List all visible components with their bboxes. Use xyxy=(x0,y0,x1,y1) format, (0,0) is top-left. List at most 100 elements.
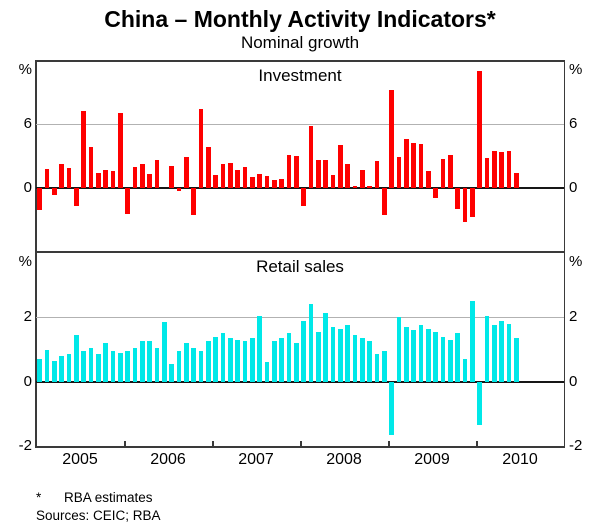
investment-bar xyxy=(389,89,394,188)
investment-bar xyxy=(169,165,174,188)
investment-bar xyxy=(147,173,152,188)
investment-bar xyxy=(198,108,204,188)
investment-bar xyxy=(367,185,372,188)
chart-subtitle: Nominal growth xyxy=(240,33,360,52)
investment-bar xyxy=(59,164,64,188)
y-tick-label: 0 xyxy=(23,178,32,196)
investment-bar xyxy=(411,143,416,188)
y-tick-label: 2 xyxy=(23,308,32,326)
retail-sales-bar xyxy=(433,331,438,382)
retail-sales-bar xyxy=(470,301,475,382)
investment-bar xyxy=(250,177,255,188)
investment-bar xyxy=(52,187,57,196)
retail-sales-bar xyxy=(88,347,94,382)
investment-bar xyxy=(228,163,233,188)
retail-sales-bar xyxy=(132,347,138,382)
x-year-label: 2009 xyxy=(414,451,450,468)
retail-sales-bar xyxy=(338,328,343,382)
retail-sales-bar xyxy=(279,338,284,382)
investment-bar xyxy=(242,166,248,188)
y-tick-label: 6 xyxy=(569,115,578,133)
x-year-label: 2006 xyxy=(150,451,186,468)
retail-sales-bar xyxy=(264,362,270,382)
x-year-label: 2005 xyxy=(62,451,98,468)
retail-sales-bar xyxy=(301,320,306,382)
retail-sales-bar xyxy=(323,312,328,382)
y-tick-label: 2 xyxy=(569,308,578,326)
retail-sales-bar xyxy=(286,333,292,382)
investment-bar xyxy=(499,151,504,188)
investment-bar xyxy=(360,169,365,188)
investment-bar xyxy=(506,150,512,188)
panel-separator xyxy=(35,251,565,253)
investment-bar xyxy=(44,168,50,188)
retail-sales-bar xyxy=(81,351,86,382)
retail-sales-bar xyxy=(118,352,123,382)
investment-bar xyxy=(455,187,460,209)
y-tick-label: -2 xyxy=(18,437,32,454)
investment-bar xyxy=(110,170,116,188)
investment-bar xyxy=(374,161,380,188)
investment-bar xyxy=(88,146,94,188)
investment-bar xyxy=(470,187,475,218)
investment-bar xyxy=(272,180,277,188)
investment-bar xyxy=(176,187,182,191)
investment-bar xyxy=(330,175,336,188)
retail-sales-bar xyxy=(147,341,152,382)
investment-bar xyxy=(448,154,453,188)
retail-sales-bar xyxy=(396,317,402,382)
investment-bar xyxy=(352,185,358,188)
x-axis-tick xyxy=(212,441,214,446)
zero-line xyxy=(36,380,564,383)
x-axis-tick xyxy=(300,441,302,446)
retail-sales-bar xyxy=(154,347,160,382)
y-tick-label: 0 xyxy=(569,178,578,196)
investment-bar xyxy=(462,187,468,223)
investment-bar xyxy=(440,159,446,188)
retail-sales-bar xyxy=(184,343,189,382)
investment-bar xyxy=(140,164,145,188)
sources-line: Sources: CEIC; RBA xyxy=(36,508,161,523)
investment-bar xyxy=(206,146,211,188)
investment-bar xyxy=(338,145,343,188)
retail-sales-bar xyxy=(213,336,218,382)
retail-sales-bar xyxy=(360,338,365,382)
footnote-text: RBA estimates xyxy=(64,490,153,505)
investment-bar xyxy=(103,169,108,188)
footnote-marker: * xyxy=(36,490,42,505)
retail-sales-bar xyxy=(411,330,416,382)
retail-sales-bar xyxy=(382,351,387,382)
investment-bar xyxy=(433,187,438,199)
retail-sales-bar xyxy=(374,354,380,382)
chart-title: China – Monthly Activity Indicators* xyxy=(104,6,496,32)
investment-bar xyxy=(257,173,262,188)
retail-sales-bar xyxy=(426,328,431,382)
investment-bar xyxy=(316,160,321,188)
retail-sales-bar xyxy=(448,339,453,382)
retail-sales-bar xyxy=(198,351,204,382)
investment-bar xyxy=(477,70,482,188)
panel-title-retail-sales: Retail sales xyxy=(256,257,344,276)
retail-sales-bar xyxy=(74,335,79,382)
retail-sales-bar xyxy=(477,381,482,426)
retail-sales-bar xyxy=(228,338,233,382)
retail-sales-bar xyxy=(110,351,116,382)
retail-sales-bar xyxy=(440,336,446,382)
investment-bar xyxy=(213,175,218,188)
investment-bar xyxy=(81,110,86,188)
retail-sales-bar xyxy=(506,323,512,382)
investment-bar xyxy=(294,156,299,188)
retail-sales-bar xyxy=(499,320,504,382)
investment-bar xyxy=(323,160,328,188)
plot-border-bottom xyxy=(35,446,565,448)
investment-bar xyxy=(345,164,350,188)
investment-bar xyxy=(286,154,292,188)
retail-sales-bar xyxy=(462,359,468,382)
retail-sales-bar xyxy=(345,325,350,382)
retail-sales-bar xyxy=(59,355,64,382)
y-axis-unit-label: % xyxy=(18,253,32,270)
y-tick-label: 0 xyxy=(569,372,578,390)
investment-bar xyxy=(279,179,284,188)
